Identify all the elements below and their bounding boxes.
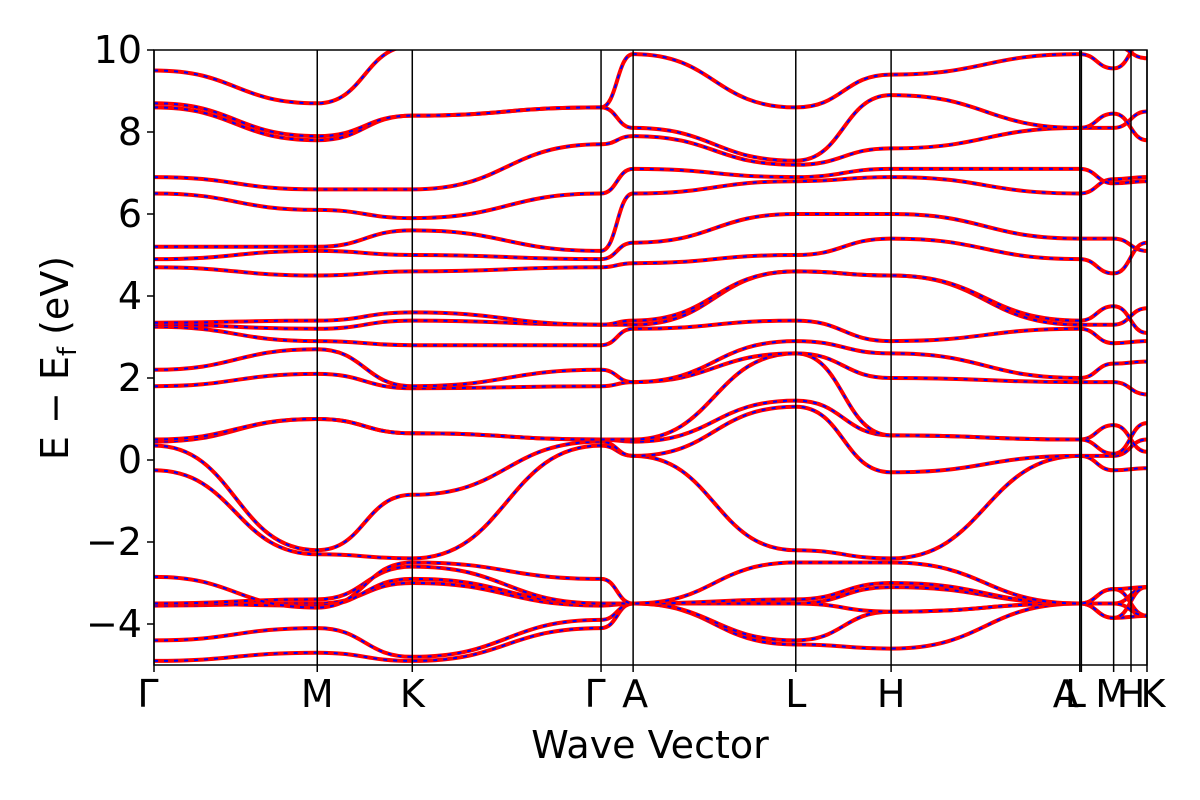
band-line-fit bbox=[154, 110, 1147, 191]
x-tick-label: Γ bbox=[137, 672, 158, 716]
y-tick-label: 4 bbox=[118, 274, 142, 318]
x-tick-label: K bbox=[400, 672, 426, 716]
x-tick-label: H bbox=[1117, 672, 1146, 716]
y-tick-label: −4 bbox=[86, 602, 142, 646]
band-line-fit bbox=[154, 212, 1147, 261]
band-line-fit bbox=[154, 352, 1147, 455]
y-tick-label: 2 bbox=[118, 356, 142, 400]
x-tick-label: L bbox=[1065, 672, 1086, 716]
band-line-fit bbox=[154, 50, 1134, 138]
x-tick-label: K bbox=[1141, 672, 1167, 716]
svg-text:E − Ef (eV): E − Ef (eV) bbox=[33, 256, 83, 460]
band-line-fit bbox=[154, 176, 1147, 252]
y-tick-label: 0 bbox=[118, 438, 142, 482]
band-line-dft bbox=[154, 50, 1135, 139]
band-line-fit bbox=[154, 405, 1147, 552]
band-line-dft bbox=[154, 351, 1147, 397]
x-axis-label: Wave Vector bbox=[531, 723, 769, 767]
x-tick-label: H bbox=[877, 672, 906, 716]
plot-frame bbox=[153, 49, 1148, 666]
y-axis-ticks: −4 −2 0 2 4 6 8 10 bbox=[86, 28, 154, 646]
x-tick-label: M bbox=[1095, 672, 1128, 716]
band-line-dft bbox=[154, 50, 1147, 106]
x-tick-label: M bbox=[301, 672, 334, 716]
band-line-dft bbox=[154, 404, 1147, 553]
x-axis-ticks: Γ M K Γ A L H AL MHK bbox=[137, 665, 1167, 716]
band-lines bbox=[154, 50, 1147, 663]
x-tick-label: A bbox=[1053, 672, 1079, 716]
y-tick-label: −2 bbox=[86, 520, 142, 564]
band-line-fit bbox=[154, 270, 1147, 334]
y-tick-label: 10 bbox=[94, 28, 142, 72]
x-tick-label: Γ bbox=[584, 672, 605, 716]
band-line-fit bbox=[154, 270, 1147, 330]
y-axis-label: E − Ef (eV) bbox=[33, 256, 83, 460]
y-tick-label: 8 bbox=[118, 110, 142, 154]
band-line-dft bbox=[154, 109, 1147, 192]
band-line-dft bbox=[154, 601, 1147, 663]
x-tick-label: A bbox=[622, 672, 648, 716]
y-tick-label: 6 bbox=[118, 192, 142, 236]
band-line-dft bbox=[154, 398, 1147, 454]
band-line-fit bbox=[154, 444, 1147, 560]
band-line-fit bbox=[154, 399, 1147, 453]
band-line-fit bbox=[154, 94, 1147, 162]
band-line-fit bbox=[154, 561, 1147, 609]
high-symmetry-lines bbox=[153, 50, 1148, 665]
x-tick-label: L bbox=[785, 672, 806, 716]
